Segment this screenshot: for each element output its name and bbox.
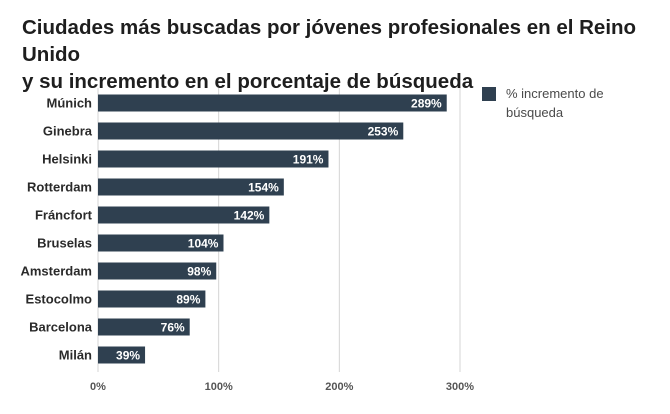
bar-value-label: 154% [248, 181, 279, 195]
bar-value-label: 253% [368, 125, 399, 139]
category-label: Fráncfort [35, 208, 93, 223]
bar-value-label: 89% [176, 293, 200, 307]
x-tick-label: 300% [446, 381, 474, 393]
bar [98, 178, 284, 196]
x-axis-ticks: 0% 100% 200% 300% [90, 381, 474, 393]
category-label: Ginebra [43, 124, 93, 139]
chart-title-line-1: Ciudades más buscadas por jóvenes profes… [22, 16, 637, 66]
category-label: Barcelona [29, 320, 93, 335]
chart-title-line-2: y su incremento en el porcentaje de búsq… [22, 70, 474, 93]
bar-value-label: 104% [188, 237, 219, 251]
bar [98, 150, 329, 168]
category-label: Milán [59, 348, 92, 363]
bar [98, 94, 447, 112]
bar [98, 206, 270, 224]
bar [98, 318, 190, 336]
category-label: Múnich [47, 96, 93, 111]
bar [98, 122, 404, 140]
bar-value-label: 191% [293, 153, 324, 167]
legend-label: % incremento de búsqueda [506, 86, 604, 120]
bar-value-label: 142% [234, 209, 265, 223]
category-label: Bruselas [37, 236, 92, 251]
category-labels: Múnich Ginebra Helsinki Rotterdam Fráncfort B… [20, 96, 92, 363]
legend-swatch [482, 87, 496, 101]
x-tick-label: 200% [325, 381, 353, 393]
legend: % incremento de búsqueda [482, 84, 662, 122]
x-tick-label: 100% [205, 381, 233, 393]
category-label: Helsinki [42, 152, 92, 167]
bar-value-label: 76% [161, 321, 185, 335]
bar-value-label: 289% [411, 97, 442, 111]
bar [98, 262, 217, 280]
bars: 289% 253% 191% 154% 142% 104% 98% 89% 76% 39% [98, 94, 447, 364]
bar [98, 234, 224, 252]
bar [98, 346, 146, 364]
bar-value-label: 98% [187, 265, 211, 279]
chart-title: Ciudades más buscadas por jóvenes profes… [22, 14, 662, 95]
category-label: Rotterdam [27, 180, 92, 195]
category-label: Estocolmo [26, 292, 93, 307]
bar-value-label: 39% [116, 349, 140, 363]
x-tick-label: 0% [90, 381, 106, 393]
bar [98, 290, 206, 308]
category-label: Amsterdam [20, 264, 92, 279]
